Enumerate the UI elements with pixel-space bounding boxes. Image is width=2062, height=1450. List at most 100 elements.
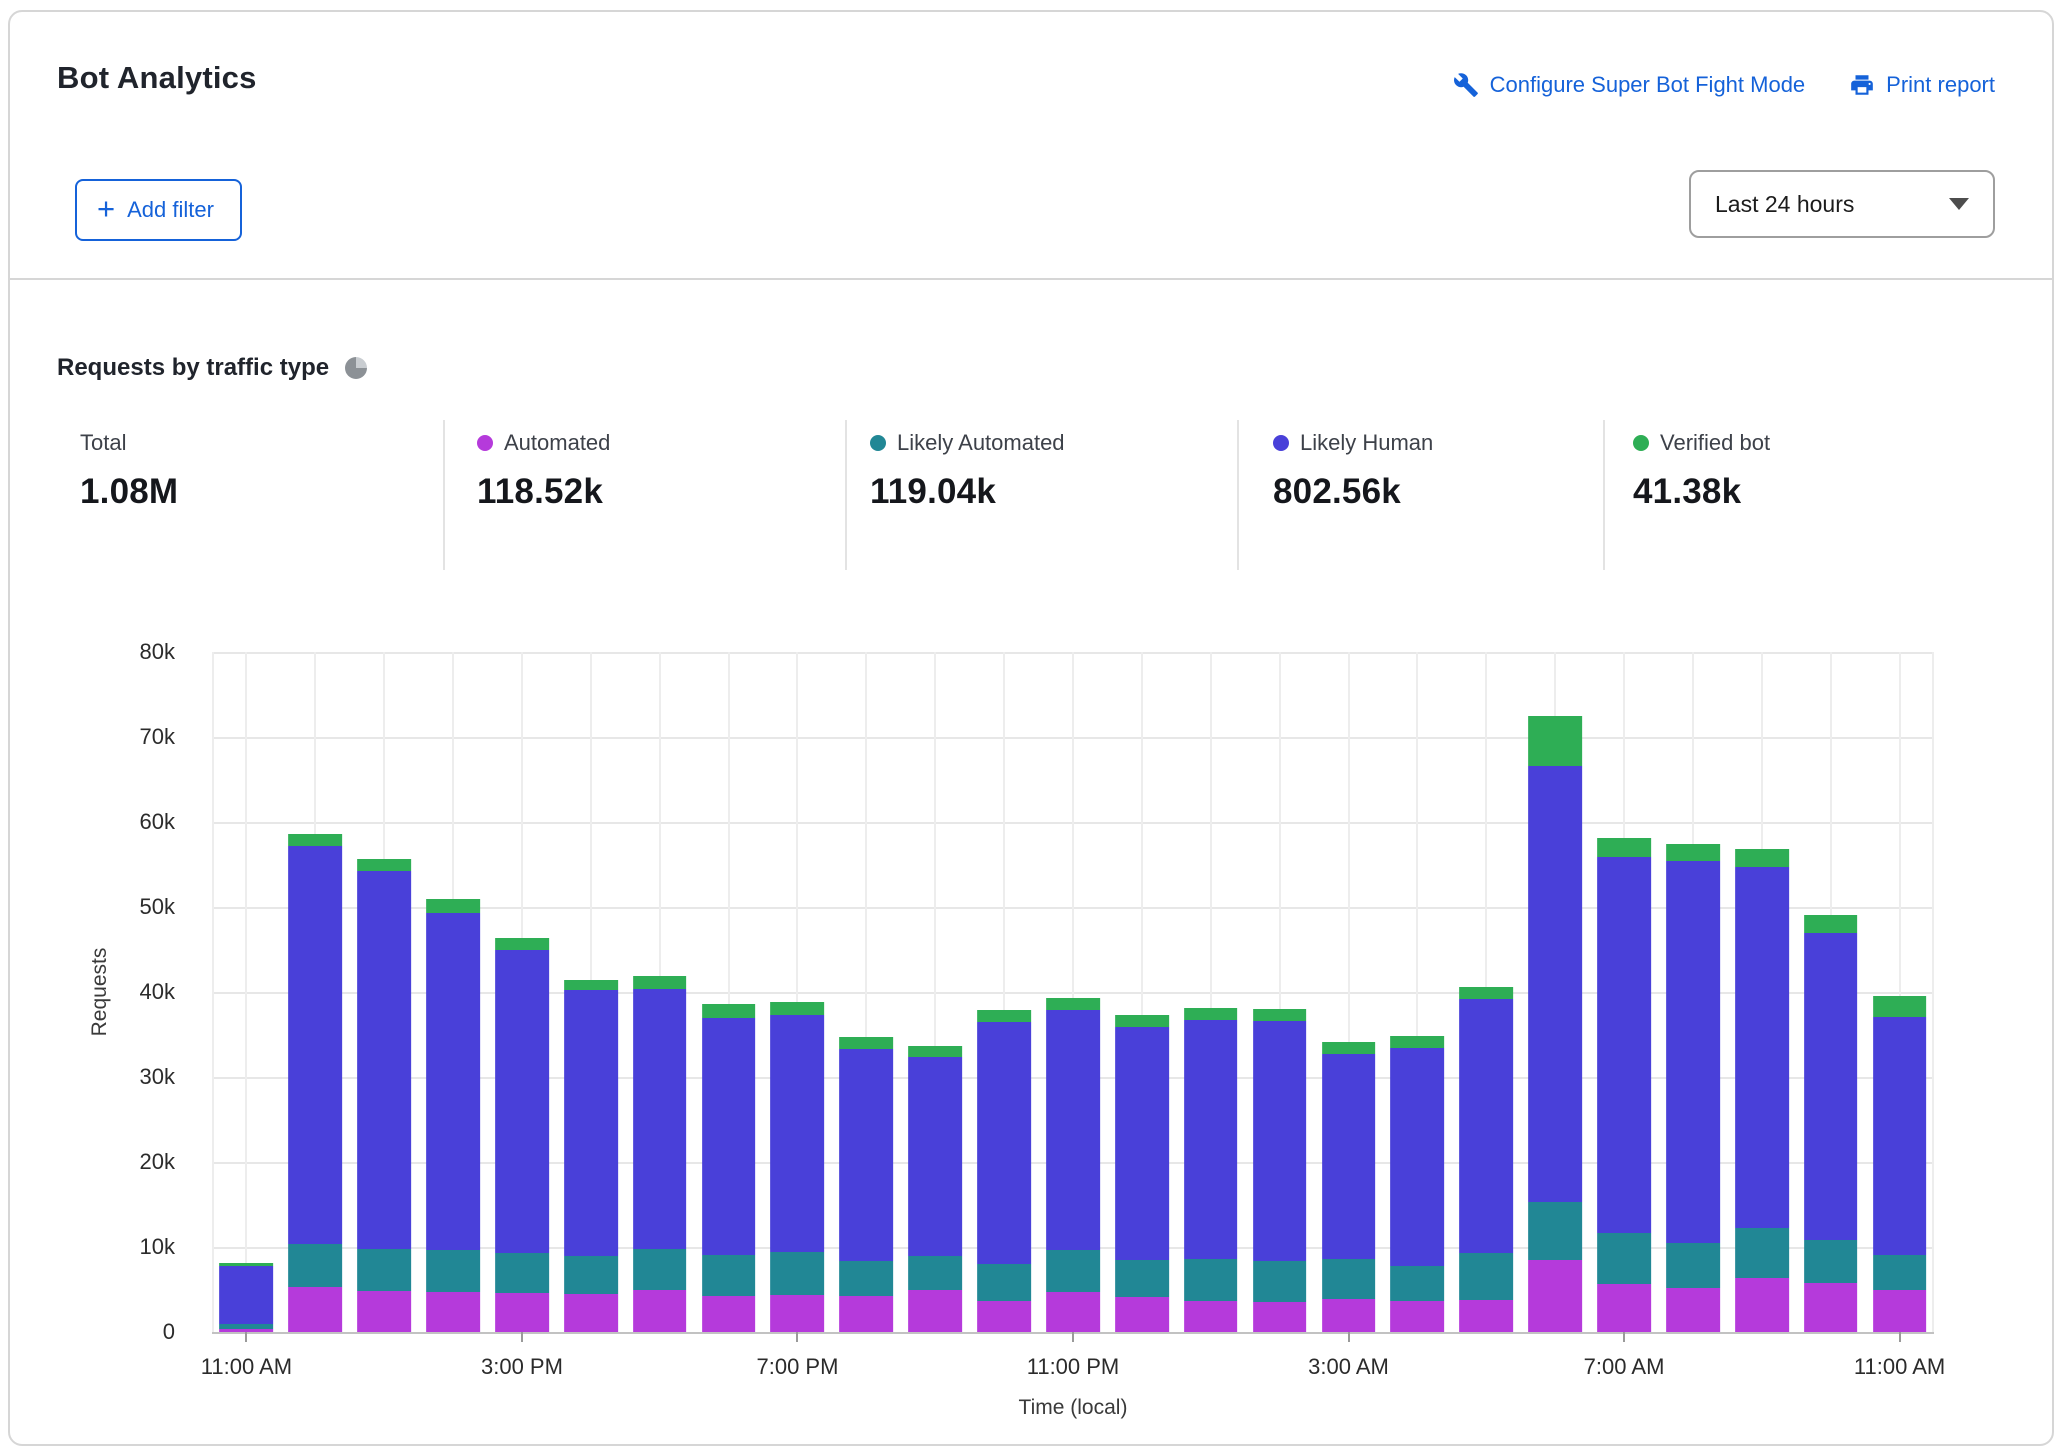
bar-segment-verified-bot[interactable] — [701, 1003, 756, 1018]
bar-segment-automated[interactable] — [1734, 1278, 1789, 1332]
bar-segment-likely-human[interactable] — [1183, 1020, 1238, 1259]
configure-super-bot-fight-mode-link[interactable]: Configure Super Bot Fight Mode — [1453, 72, 1805, 98]
bar-segment-automated[interactable] — [908, 1289, 963, 1332]
bar-segment-likely-automated[interactable] — [563, 1256, 618, 1294]
bar-segment-likely-automated[interactable] — [219, 1324, 274, 1329]
bar-segment-likely-automated[interactable] — [426, 1250, 480, 1293]
stacked-bar-11-00-am[interactable] — [219, 1263, 274, 1332]
stacked-bar-7-00-pm[interactable] — [770, 1002, 825, 1332]
bar-segment-verified-bot[interactable] — [495, 937, 549, 950]
bar-segment-likely-automated[interactable] — [632, 1248, 687, 1291]
bar-segment-likely-automated[interactable] — [1666, 1242, 1720, 1288]
stacked-bar-6-00-pm[interactable] — [701, 1003, 756, 1332]
bar-segment-automated[interactable] — [357, 1291, 412, 1332]
stacked-bar-12-00-am[interactable] — [1115, 1014, 1169, 1332]
stacked-bar-4-00-pm[interactable] — [563, 980, 618, 1332]
bar-segment-automated[interactable] — [1459, 1299, 1514, 1332]
bar-segment-likely-automated[interactable] — [1528, 1201, 1583, 1260]
stat-likely-human[interactable]: Likely Human 802.56k — [1273, 428, 1433, 512]
stat-automated[interactable]: Automated 118.52k — [477, 428, 610, 512]
bar-segment-automated[interactable] — [632, 1290, 687, 1332]
stacked-bar-7-00-am[interactable] — [1597, 838, 1651, 1332]
bar-segment-likely-automated[interactable] — [908, 1255, 963, 1290]
bar-segment-likely-automated[interactable] — [701, 1254, 756, 1297]
bar-segment-likely-human[interactable] — [1115, 1026, 1169, 1260]
bar-segment-likely-automated[interactable] — [1183, 1258, 1238, 1302]
bar-segment-verified-bot[interactable] — [563, 980, 618, 991]
stacked-bar-4-00-am[interactable] — [1390, 1036, 1445, 1332]
bar-segment-verified-bot[interactable] — [1046, 997, 1100, 1010]
print-report-link[interactable]: Print report — [1849, 72, 1995, 98]
stacked-bar-9-00-pm[interactable] — [908, 1045, 963, 1332]
bar-segment-likely-human[interactable] — [1666, 861, 1720, 1243]
bar-segment-verified-bot[interactable] — [357, 858, 412, 872]
bar-segment-likely-human[interactable] — [1459, 998, 1514, 1253]
bar-segment-likely-automated[interactable] — [357, 1248, 412, 1292]
bar-segment-verified-bot[interactable] — [1252, 1009, 1307, 1021]
bar-segment-likely-human[interactable] — [839, 1048, 894, 1262]
bar-segment-likely-automated[interactable] — [1115, 1259, 1169, 1298]
bar-segment-verified-bot[interactable] — [1803, 914, 1858, 934]
bar-segment-automated[interactable] — [1046, 1292, 1100, 1332]
bar-segment-likely-human[interactable] — [426, 912, 480, 1251]
bar-segment-verified-bot[interactable] — [1459, 986, 1514, 999]
bar-segment-likely-human[interactable] — [563, 990, 618, 1257]
stacked-bar-3-00-pm[interactable] — [495, 937, 549, 1332]
bar-segment-likely-human[interactable] — [1321, 1054, 1376, 1259]
bar-segment-likely-automated[interactable] — [1252, 1260, 1307, 1303]
bar-segment-verified-bot[interactable] — [1734, 849, 1789, 868]
bar-segment-likely-human[interactable] — [632, 989, 687, 1249]
bar-segment-automated[interactable] — [1252, 1302, 1307, 1332]
bar-segment-likely-human[interactable] — [288, 845, 343, 1245]
bar-segment-likely-automated[interactable] — [839, 1261, 894, 1297]
bar-segment-verified-bot[interactable] — [1183, 1008, 1238, 1021]
bar-segment-likely-automated[interactable] — [495, 1252, 549, 1293]
stacked-bar-2-00-am[interactable] — [1252, 1009, 1307, 1332]
bar-segment-likely-human[interactable] — [357, 871, 412, 1249]
bar-segment-verified-bot[interactable] — [632, 975, 687, 990]
bar-segment-likely-human[interactable] — [770, 1014, 825, 1253]
bar-segment-likely-automated[interactable] — [1321, 1258, 1376, 1299]
bar-segment-verified-bot[interactable] — [288, 833, 343, 846]
bar-segment-automated[interactable] — [770, 1294, 825, 1332]
bar-segment-verified-bot[interactable] — [1528, 715, 1583, 766]
bar-segment-likely-human[interactable] — [977, 1021, 1031, 1265]
stacked-bar-6-00-am[interactable] — [1528, 715, 1583, 1332]
bar-segment-likely-human[interactable] — [495, 949, 549, 1253]
bar-segment-automated[interactable] — [1183, 1301, 1238, 1332]
bar-segment-verified-bot[interactable] — [770, 1002, 825, 1015]
bar-segment-verified-bot[interactable] — [219, 1263, 274, 1266]
bar-segment-verified-bot[interactable] — [839, 1037, 894, 1049]
stacked-bar-3-00-am[interactable] — [1321, 1042, 1376, 1332]
stacked-bar-12-00-pm[interactable] — [288, 833, 343, 1332]
bar-segment-automated[interactable] — [563, 1293, 618, 1332]
bar-segment-likely-human[interactable] — [1528, 765, 1583, 1202]
bar-segment-automated[interactable] — [426, 1292, 480, 1332]
bar-segment-likely-automated[interactable] — [1459, 1252, 1514, 1300]
bar-segment-automated[interactable] — [977, 1301, 1031, 1332]
stacked-bar-10-00-pm[interactable] — [977, 1009, 1031, 1332]
bar-segment-automated[interactable] — [1803, 1282, 1858, 1332]
bar-segment-automated[interactable] — [1597, 1284, 1651, 1332]
bar-segment-automated[interactable] — [1321, 1298, 1376, 1332]
time-range-select[interactable]: Last 24 hours — [1689, 170, 1995, 238]
bar-segment-automated[interactable] — [1666, 1287, 1720, 1332]
bar-segment-likely-automated[interactable] — [770, 1252, 825, 1295]
stacked-bar-10-00-am[interactable] — [1803, 914, 1858, 1332]
stacked-bar-1-00-pm[interactable] — [357, 858, 412, 1332]
bar-segment-likely-automated[interactable] — [1734, 1228, 1789, 1279]
bar-segment-likely-human[interactable] — [219, 1265, 274, 1325]
stacked-bar-5-00-am[interactable] — [1459, 986, 1514, 1332]
bar-segment-likely-automated[interactable] — [1803, 1240, 1858, 1283]
bar-segment-likely-human[interactable] — [701, 1017, 756, 1255]
stacked-bar-8-00-pm[interactable] — [839, 1037, 894, 1332]
bar-segment-automated[interactable] — [1390, 1301, 1445, 1332]
bar-segment-likely-human[interactable] — [1390, 1048, 1445, 1266]
bar-segment-verified-bot[interactable] — [977, 1009, 1031, 1022]
bar-segment-likely-human[interactable] — [1803, 933, 1858, 1241]
stat-likely-automated[interactable]: Likely Automated 119.04k — [870, 428, 1065, 512]
bar-segment-likely-human[interactable] — [1252, 1020, 1307, 1261]
bar-segment-likely-human[interactable] — [1597, 856, 1651, 1234]
bar-segment-likely-automated[interactable] — [1597, 1233, 1651, 1285]
bar-segment-likely-human[interactable] — [908, 1056, 963, 1256]
